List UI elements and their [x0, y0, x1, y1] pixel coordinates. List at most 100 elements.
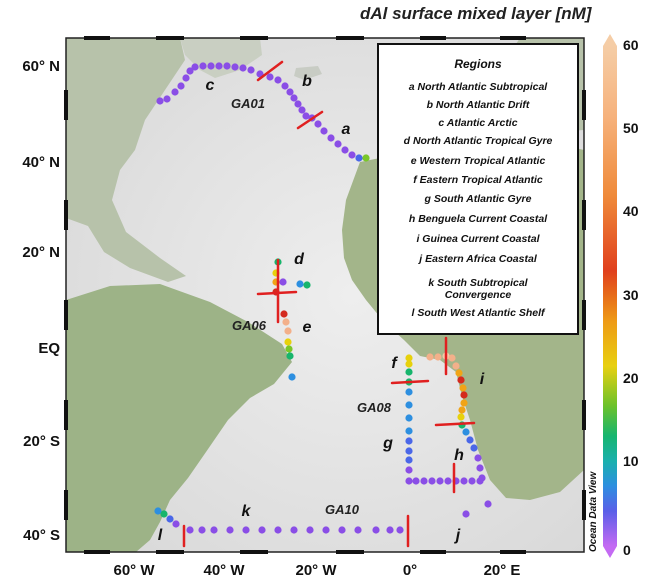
station-dot — [258, 526, 266, 534]
legend-item-k-line2: Convergence — [445, 289, 512, 301]
station-dot — [172, 520, 180, 528]
station-dots — [154, 62, 492, 534]
station-dot — [460, 391, 468, 399]
station-dot — [306, 526, 314, 534]
legend-box — [377, 43, 579, 335]
iceland — [294, 66, 322, 80]
station-dot — [288, 373, 296, 381]
legend-item-k: k South Subtropical — [428, 277, 528, 289]
station-dot — [348, 151, 356, 159]
station-dot — [207, 62, 215, 70]
legend-item-f: f Eastern Tropical Atlantic — [413, 174, 543, 186]
region-letter-g: g — [382, 435, 393, 452]
station-dot — [290, 94, 298, 102]
region-letter-a: a — [342, 121, 351, 138]
colorbar-tick-30: 30 — [623, 287, 639, 303]
station-dot — [177, 82, 185, 90]
station-dot — [284, 327, 292, 335]
station-dot — [186, 526, 194, 534]
legend-item-j: j Eastern Africa Coastal — [417, 253, 538, 265]
station-dot — [296, 280, 304, 288]
station-dot — [242, 526, 250, 534]
region-letter-j: j — [454, 527, 461, 544]
station-dot — [420, 477, 428, 485]
station-dot — [462, 428, 470, 436]
station-dot — [405, 360, 413, 368]
region-letter-e: e — [303, 319, 312, 336]
station-dot — [341, 146, 349, 154]
station-dot — [476, 477, 484, 485]
legend-item-h: h Benguela Current Coastal — [409, 213, 548, 225]
station-dot — [434, 353, 442, 361]
legend-item-c: c Atlantic Arctic — [438, 117, 517, 129]
legend-item-a: a North Atlantic Subtropical — [409, 81, 549, 93]
divider-b-c — [256, 60, 284, 82]
divider-a-b — [296, 110, 324, 130]
station-dot — [266, 73, 274, 81]
station-dot — [444, 477, 452, 485]
station-dot — [474, 454, 482, 462]
station-dot — [320, 127, 328, 135]
station-dot — [303, 281, 311, 289]
region-letter-b: b — [302, 73, 312, 90]
colorbar-tick-60: 60 — [623, 37, 639, 53]
colorbar: 60 50 40 30 20 10 0 Ocean Data View — [588, 34, 639, 558]
region-dividers — [182, 60, 476, 548]
legend-item-i: i Guinea Current Coastal — [416, 233, 540, 245]
station-dot — [166, 515, 174, 523]
latitude-labels: 60° N 40° N 20° N EQ 20° S 40° S — [22, 58, 60, 544]
lon-label-60w: 60° W — [113, 562, 155, 579]
lon-label-40w: 40° W — [203, 562, 245, 579]
station-dot — [426, 353, 434, 361]
station-dot — [274, 76, 282, 84]
station-dot — [354, 526, 362, 534]
station-dot — [239, 64, 247, 72]
station-dot — [191, 63, 199, 71]
station-dot — [186, 67, 194, 75]
colorbar-tick-20: 20 — [623, 370, 639, 386]
region-letter-f: f — [391, 355, 398, 372]
region-letter-k: k — [242, 503, 252, 520]
station-dot — [448, 354, 456, 362]
station-dot — [198, 526, 206, 534]
station-dot — [468, 477, 476, 485]
colorbar-tick-40: 40 — [623, 203, 639, 219]
divider-g-h — [434, 421, 476, 427]
map-frame — [65, 37, 585, 553]
station-dot — [298, 106, 306, 114]
south-america — [66, 284, 292, 552]
station-dot — [460, 477, 468, 485]
station-dot — [314, 120, 322, 128]
station-dot — [405, 466, 413, 474]
station-dot — [466, 436, 474, 444]
station-dot — [294, 100, 302, 108]
legend-item-b: b North Atlantic Drift — [427, 99, 530, 111]
colorbar-tick-50: 50 — [623, 120, 639, 136]
station-dot — [436, 477, 444, 485]
region-letter-d: d — [294, 251, 305, 268]
region-letter-l: l — [158, 527, 163, 544]
station-dot — [286, 352, 294, 360]
station-dot — [455, 369, 463, 377]
region-letter-h: h — [454, 447, 464, 464]
station-dot — [279, 278, 287, 286]
station-dot — [322, 526, 330, 534]
cruise-label-ga06: GA06 — [232, 318, 267, 333]
station-dot — [372, 526, 380, 534]
colorbar-bottom-arrow — [603, 546, 617, 558]
station-dot — [334, 140, 342, 148]
station-dot — [226, 526, 234, 534]
station-dot — [284, 338, 292, 346]
lon-label-20w: 20° W — [295, 562, 337, 579]
station-dot — [154, 507, 162, 515]
station-dot — [405, 401, 413, 409]
station-dot — [462, 510, 470, 518]
station-dot — [210, 526, 218, 534]
cruise-label-ga10: GA10 — [325, 502, 360, 517]
station-dot — [470, 444, 478, 452]
station-dot — [274, 526, 282, 534]
station-dot — [286, 88, 294, 96]
station-dot — [405, 437, 413, 445]
region-letters: a b c d e f g h i j k l — [158, 73, 485, 544]
